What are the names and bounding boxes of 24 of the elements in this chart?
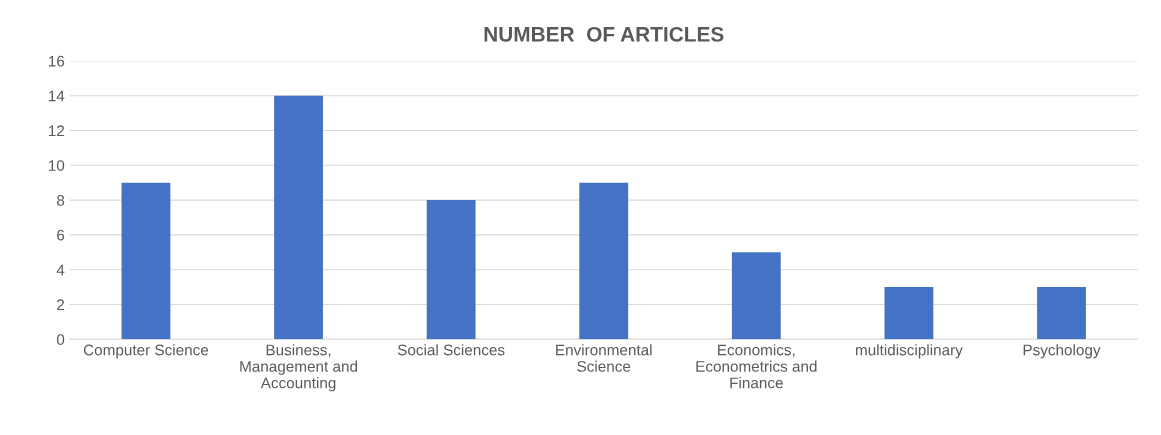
bar	[426, 200, 476, 340]
x-tick-label: Psychology	[1023, 344, 1101, 359]
x-tick-label: Economics, Econometrics and Finance	[696, 344, 817, 389]
bar	[1037, 287, 1086, 340]
y-tick-label: 4	[56, 264, 65, 276]
x-tick-label: Social Sciences	[397, 344, 505, 356]
x-tick-label: Environmental Science	[556, 344, 652, 372]
y-tick-label: 6	[57, 229, 65, 241]
y-tick-label: 8	[56, 194, 65, 206]
y-tick-label: 10	[48, 160, 65, 171]
bar	[274, 95, 323, 340]
y-tick-label: 14	[48, 90, 65, 102]
y-tick-label: 16	[48, 55, 65, 67]
bar	[731, 252, 781, 340]
x-tick-label: multidisciplinary	[856, 344, 963, 359]
x-tick-label: Business, Management and Accounting	[240, 344, 358, 392]
chart-title: NUMBER OF ARTICLES	[484, 26, 724, 42]
bar	[121, 182, 171, 340]
y-tick-label: 12	[48, 125, 65, 137]
bar	[884, 287, 934, 340]
y-tick-label: 0	[56, 334, 65, 345]
bar	[579, 182, 629, 340]
y-tick-label: 2	[57, 299, 65, 311]
x-tick-label: Computer Science	[83, 344, 209, 359]
